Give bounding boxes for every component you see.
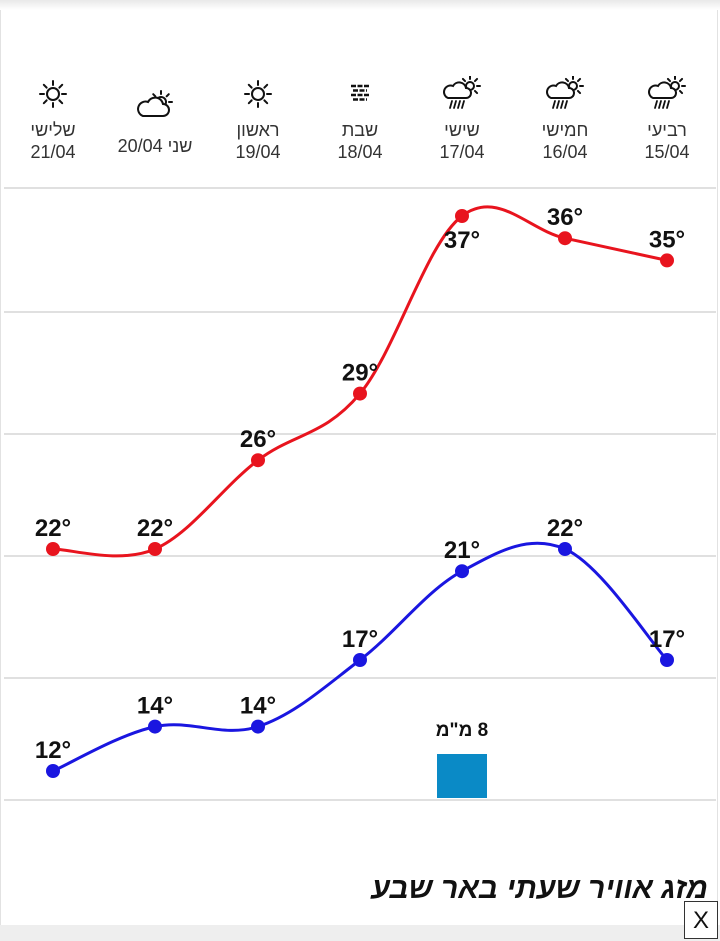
bottom-bar	[0, 925, 720, 941]
max-temp-point	[353, 386, 367, 401]
rain-cloud-sun-icon	[412, 75, 512, 117]
day-date: 15/04	[644, 142, 690, 162]
min-temp-label: 14°	[240, 693, 276, 720]
max-temp-label: 29°	[342, 360, 378, 387]
max-temp-point	[148, 542, 162, 556]
temperature-chart: 8 מ"מ 35° 36° 37° 29° 26° 22° 22° 17° 22° 21° 17° 14…	[4, 187, 716, 801]
day-column-15-04[interactable]: רביעי 15/04	[617, 70, 717, 163]
sun-icon	[3, 76, 103, 117]
partly-cloudy-icon	[105, 76, 205, 131]
min-temp-point	[148, 719, 162, 734]
rain-cloud-sun-icon	[617, 75, 717, 117]
min-temp-point	[558, 542, 572, 556]
rain-cloud-sun-icon	[515, 75, 615, 117]
max-temp-label: 22°	[137, 515, 173, 542]
day-date: 17/04	[439, 142, 485, 162]
min-temp-point	[251, 719, 265, 734]
day-name: ראשון	[236, 120, 280, 140]
min-temp-label: 17°	[649, 626, 685, 653]
forecast-days-row: רביעי 15/04 חמישי 16/04 שישי 17/04 שבת 18/04 ראש…	[0, 70, 720, 180]
close-button[interactable]: X	[684, 901, 718, 939]
min-temp-point	[660, 653, 674, 667]
max-temp-label: 22°	[35, 515, 71, 542]
min-temp-label: 17°	[342, 626, 378, 653]
day-name: רביעי	[647, 120, 687, 140]
day-column-17-04[interactable]: שישי 17/04	[412, 70, 512, 163]
day-date: 21/04	[30, 142, 76, 162]
max-temp-point	[558, 231, 572, 246]
sun-icon	[208, 76, 308, 117]
max-temp-point	[46, 542, 60, 556]
min-temp-point	[353, 653, 367, 667]
haze-icon	[310, 76, 410, 117]
day-date: 19/04	[235, 142, 281, 162]
min-temp-label: 12°	[35, 737, 71, 764]
min-temp-label: 21°	[444, 537, 480, 564]
min-temp-label: 14°	[137, 693, 173, 720]
day-column-20-04[interactable]: שני 20/04	[105, 70, 205, 157]
day-column-21-04[interactable]: שלישי 21/04	[3, 70, 103, 163]
top-divider	[0, 0, 720, 10]
day-name: חמישי	[541, 120, 589, 140]
precipitation-label: 8 מ"מ	[436, 720, 488, 741]
day-column-19-04[interactable]: ראשון 19/04	[208, 70, 308, 163]
max-temp-label: 37°	[444, 227, 480, 254]
max-temp-label: 35°	[649, 226, 685, 253]
max-temp-point	[251, 453, 265, 468]
day-column-16-04[interactable]: חמישי 16/04	[515, 70, 615, 163]
day-name: שישי	[444, 120, 480, 140]
max-temp-label: 26°	[240, 426, 276, 453]
day-name: שלישי	[30, 120, 76, 140]
max-temp-point	[660, 253, 674, 268]
day-column-18-04[interactable]: שבת 18/04	[310, 70, 410, 163]
day-date: 16/04	[542, 142, 588, 162]
min-temp-point	[46, 764, 60, 778]
max-temp-point	[455, 209, 469, 223]
min-temp-point	[455, 564, 469, 579]
hourly-weather-title: מזג אוויר שעתי באר שבע	[371, 872, 708, 905]
day-date: 18/04	[337, 142, 383, 162]
max-temp-label: 36°	[547, 204, 583, 231]
day-name: שבת	[341, 120, 379, 140]
day-name: שני 20/04	[117, 136, 193, 156]
min-temp-label: 22°	[547, 515, 583, 542]
precipitation-bar	[437, 754, 487, 798]
